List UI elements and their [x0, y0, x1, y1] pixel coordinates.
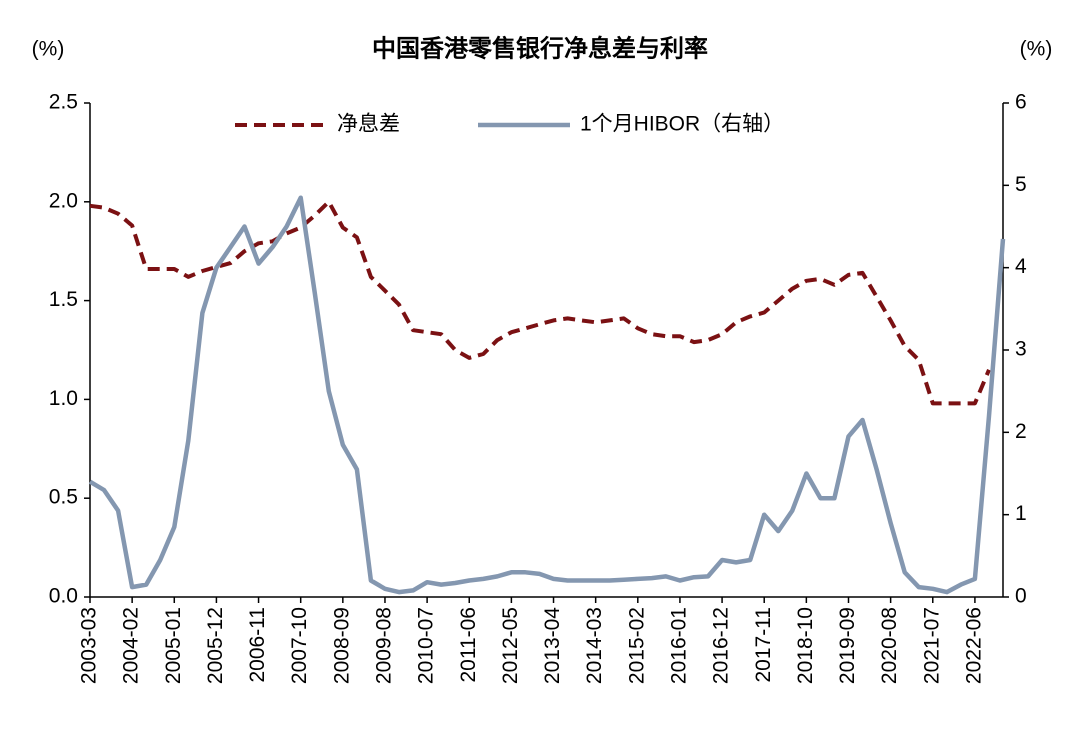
- x-tick-label: 2009-08: [373, 607, 396, 684]
- x-tick-label: 2004-02: [120, 607, 143, 684]
- x-tick-label: 2020-08: [878, 607, 901, 684]
- x-tick-label: 2017-11: [752, 607, 775, 683]
- x-tick-label: 2011-06: [457, 607, 480, 683]
- x-tick-label: 2015-02: [625, 607, 648, 684]
- y-axis-unit: (%): [32, 38, 65, 61]
- x-tick-label: 2018-10: [794, 607, 817, 684]
- x-tick-label: 2006-11: [246, 607, 269, 683]
- y2-tick-label: 0: [1015, 585, 1027, 608]
- series-line: [88, 195, 1006, 595]
- x-tick-label: 2016-01: [667, 607, 690, 684]
- y2-tick-label: 4: [1015, 255, 1027, 278]
- x-tick-label: 2007-10: [288, 607, 311, 684]
- x-tick-label: 2014-03: [583, 607, 606, 684]
- x-tick-label: 2005-12: [204, 607, 227, 684]
- chart-title: 中国香港零售银行净息差与利率: [372, 34, 708, 62]
- y-tick-label: 1.5: [49, 288, 78, 311]
- y2-tick-label: 2: [1015, 420, 1027, 443]
- series-line: [89, 199, 991, 406]
- legend-label: 1个月HIBOR（右轴）: [580, 113, 784, 136]
- legend-label: 净息差: [337, 113, 400, 136]
- x-tick-label: 2013-04: [541, 607, 564, 684]
- y2-tick-label: 1: [1015, 502, 1027, 525]
- x-tick-label: 2012-05: [499, 607, 522, 684]
- x-tick-label: 2005-01: [162, 607, 185, 684]
- x-tick-label: 2003-03: [78, 607, 101, 684]
- y2-tick-label: 6: [1015, 91, 1027, 114]
- y-tick-label: 0.0: [49, 585, 78, 608]
- x-tick-label: 2019-09: [836, 607, 859, 684]
- x-tick-label: 2016-12: [710, 607, 733, 684]
- y2-axis-unit: (%): [1020, 38, 1053, 61]
- y2-tick-label: 3: [1015, 338, 1027, 361]
- y-tick-label: 1.0: [49, 387, 78, 410]
- y-tick-label: 2.0: [49, 189, 78, 212]
- y2-tick-label: 5: [1015, 173, 1027, 196]
- y-tick-label: 0.5: [49, 486, 78, 509]
- x-tick-label: 2010-07: [415, 607, 438, 684]
- y-tick-label: 2.5: [49, 91, 78, 114]
- x-tick-label: 2008-09: [330, 607, 353, 684]
- x-tick-label: 2022-06: [962, 607, 985, 684]
- x-tick-label: 2021-07: [920, 607, 943, 684]
